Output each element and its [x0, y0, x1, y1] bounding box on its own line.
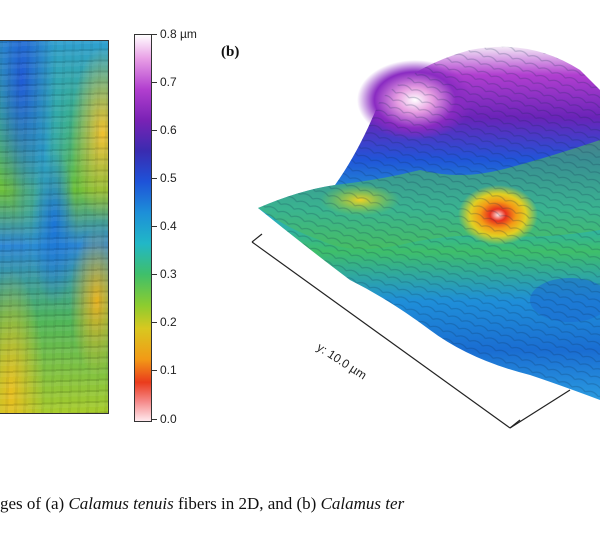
colorbar-tick-label: 0.1 — [160, 363, 177, 377]
figure-caption: ges of (a) Calamus tenuis fibers in 2D, … — [0, 494, 600, 514]
y-axis-tick-start — [251, 233, 263, 243]
caption-text: ges of (a) — [0, 494, 69, 513]
colorbar-tick-label: 0.3 — [160, 267, 177, 281]
caption-species: Calamus ter — [320, 494, 405, 513]
afm-figure: 0.8 µm 0.7 0.6 0.5 0.4 0.3 0.2 0.1 0.0 (… — [0, 27, 600, 429]
surface-texture — [258, 46, 600, 401]
colorbar-tick — [151, 226, 157, 227]
panel-b-label: (b) — [221, 44, 240, 60]
colorbar-tick — [151, 370, 157, 371]
colorbar-tick — [151, 178, 157, 179]
colorbar-tick-label: 0.4 — [160, 219, 177, 233]
colorbar-tick-label: 0.7 — [160, 75, 177, 89]
colorbar-tick — [151, 419, 157, 420]
x-axis-line — [509, 389, 571, 429]
height-colorbar — [134, 34, 152, 422]
colorbar-max-label: 0.8 µm — [160, 27, 197, 41]
colorbar-tick — [151, 34, 157, 35]
y-axis-line — [251, 241, 511, 429]
colorbar-tick — [151, 274, 157, 275]
caption-text: fibers in 2D, and (b) — [173, 494, 321, 513]
colorbar-tick-label: 0.5 — [160, 171, 177, 185]
colorbar-tick — [151, 130, 157, 131]
colorbar-tick-label: 0.2 — [160, 315, 177, 329]
colorbar-tick — [151, 322, 157, 323]
colorbar-tick-label: 0.0 — [160, 412, 177, 426]
colorbar-tick — [151, 82, 157, 83]
caption-species: Calamus tenuis — [68, 494, 174, 513]
afm-3d-surface-plot — [251, 46, 600, 429]
afm-2d-height-map — [0, 40, 109, 414]
colorbar-tick-label: 0.6 — [160, 123, 177, 137]
